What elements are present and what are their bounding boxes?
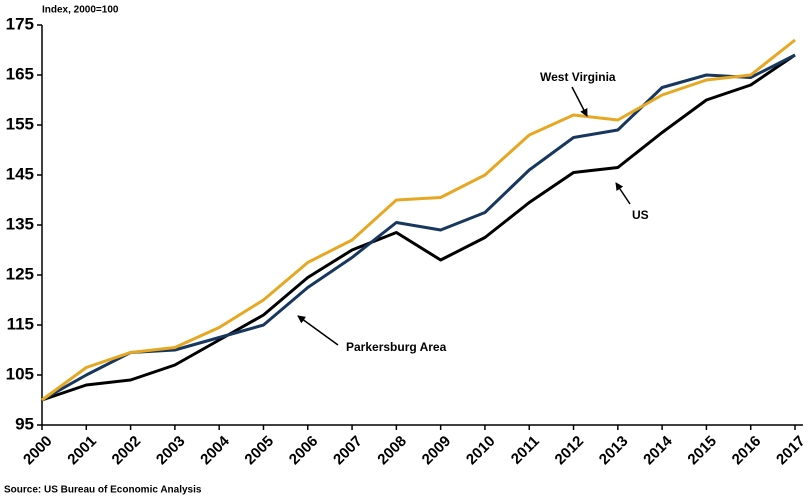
- annotation-arrow: [297, 315, 339, 346]
- y-tick-label: 155: [6, 114, 34, 133]
- source: Source: US Bureau of Economic Analysis: [4, 485, 202, 496]
- annotation: West Virginia: [540, 70, 616, 84]
- x-tick-label: 2013: [596, 433, 632, 469]
- y-tick-label: 125: [6, 264, 34, 283]
- x-tick-label: 2006: [286, 433, 322, 469]
- x-tick-label: 2008: [374, 433, 410, 469]
- y-axis-label: Index, 2000=100: [42, 5, 119, 16]
- annotation-arrow: [571, 86, 588, 117]
- series-line: [41, 53, 796, 402]
- x-tick-label: 2007: [330, 433, 366, 469]
- annotation: Parkersburg Area: [346, 340, 447, 354]
- x-tick-label: 2012: [552, 433, 588, 469]
- y-tick-label: 95: [15, 414, 34, 433]
- series-line: [41, 53, 796, 402]
- annotation: US: [632, 208, 649, 222]
- y-tick-label: 165: [6, 64, 34, 83]
- x-tick-label: 2002: [109, 433, 145, 469]
- y-tick-label: 105: [6, 364, 34, 383]
- x-tick-label: 2015: [684, 433, 720, 469]
- x-tick-label: 2016: [729, 433, 765, 469]
- x-tick-label: 2010: [463, 433, 499, 469]
- x-tick-label: 2000: [20, 433, 56, 469]
- y-tick-label: 145: [6, 164, 34, 183]
- x-tick-label: 2014: [640, 432, 676, 468]
- x-tick-label: 2017: [773, 433, 808, 469]
- x-tick-label: 2003: [153, 433, 189, 469]
- y-tick-label: 115: [7, 314, 34, 333]
- x-tick-label: 2011: [508, 433, 543, 468]
- x-tick-label: 2004: [197, 432, 233, 468]
- y-tick-label: 135: [6, 214, 34, 233]
- x-tick-label: 2005: [241, 433, 277, 469]
- x-tick-label: 2001: [64, 433, 100, 469]
- series-line: [41, 38, 796, 402]
- x-tick-label: 2009: [419, 433, 455, 469]
- y-tick-label: 175: [6, 14, 34, 33]
- annotation-arrow: [615, 182, 631, 205]
